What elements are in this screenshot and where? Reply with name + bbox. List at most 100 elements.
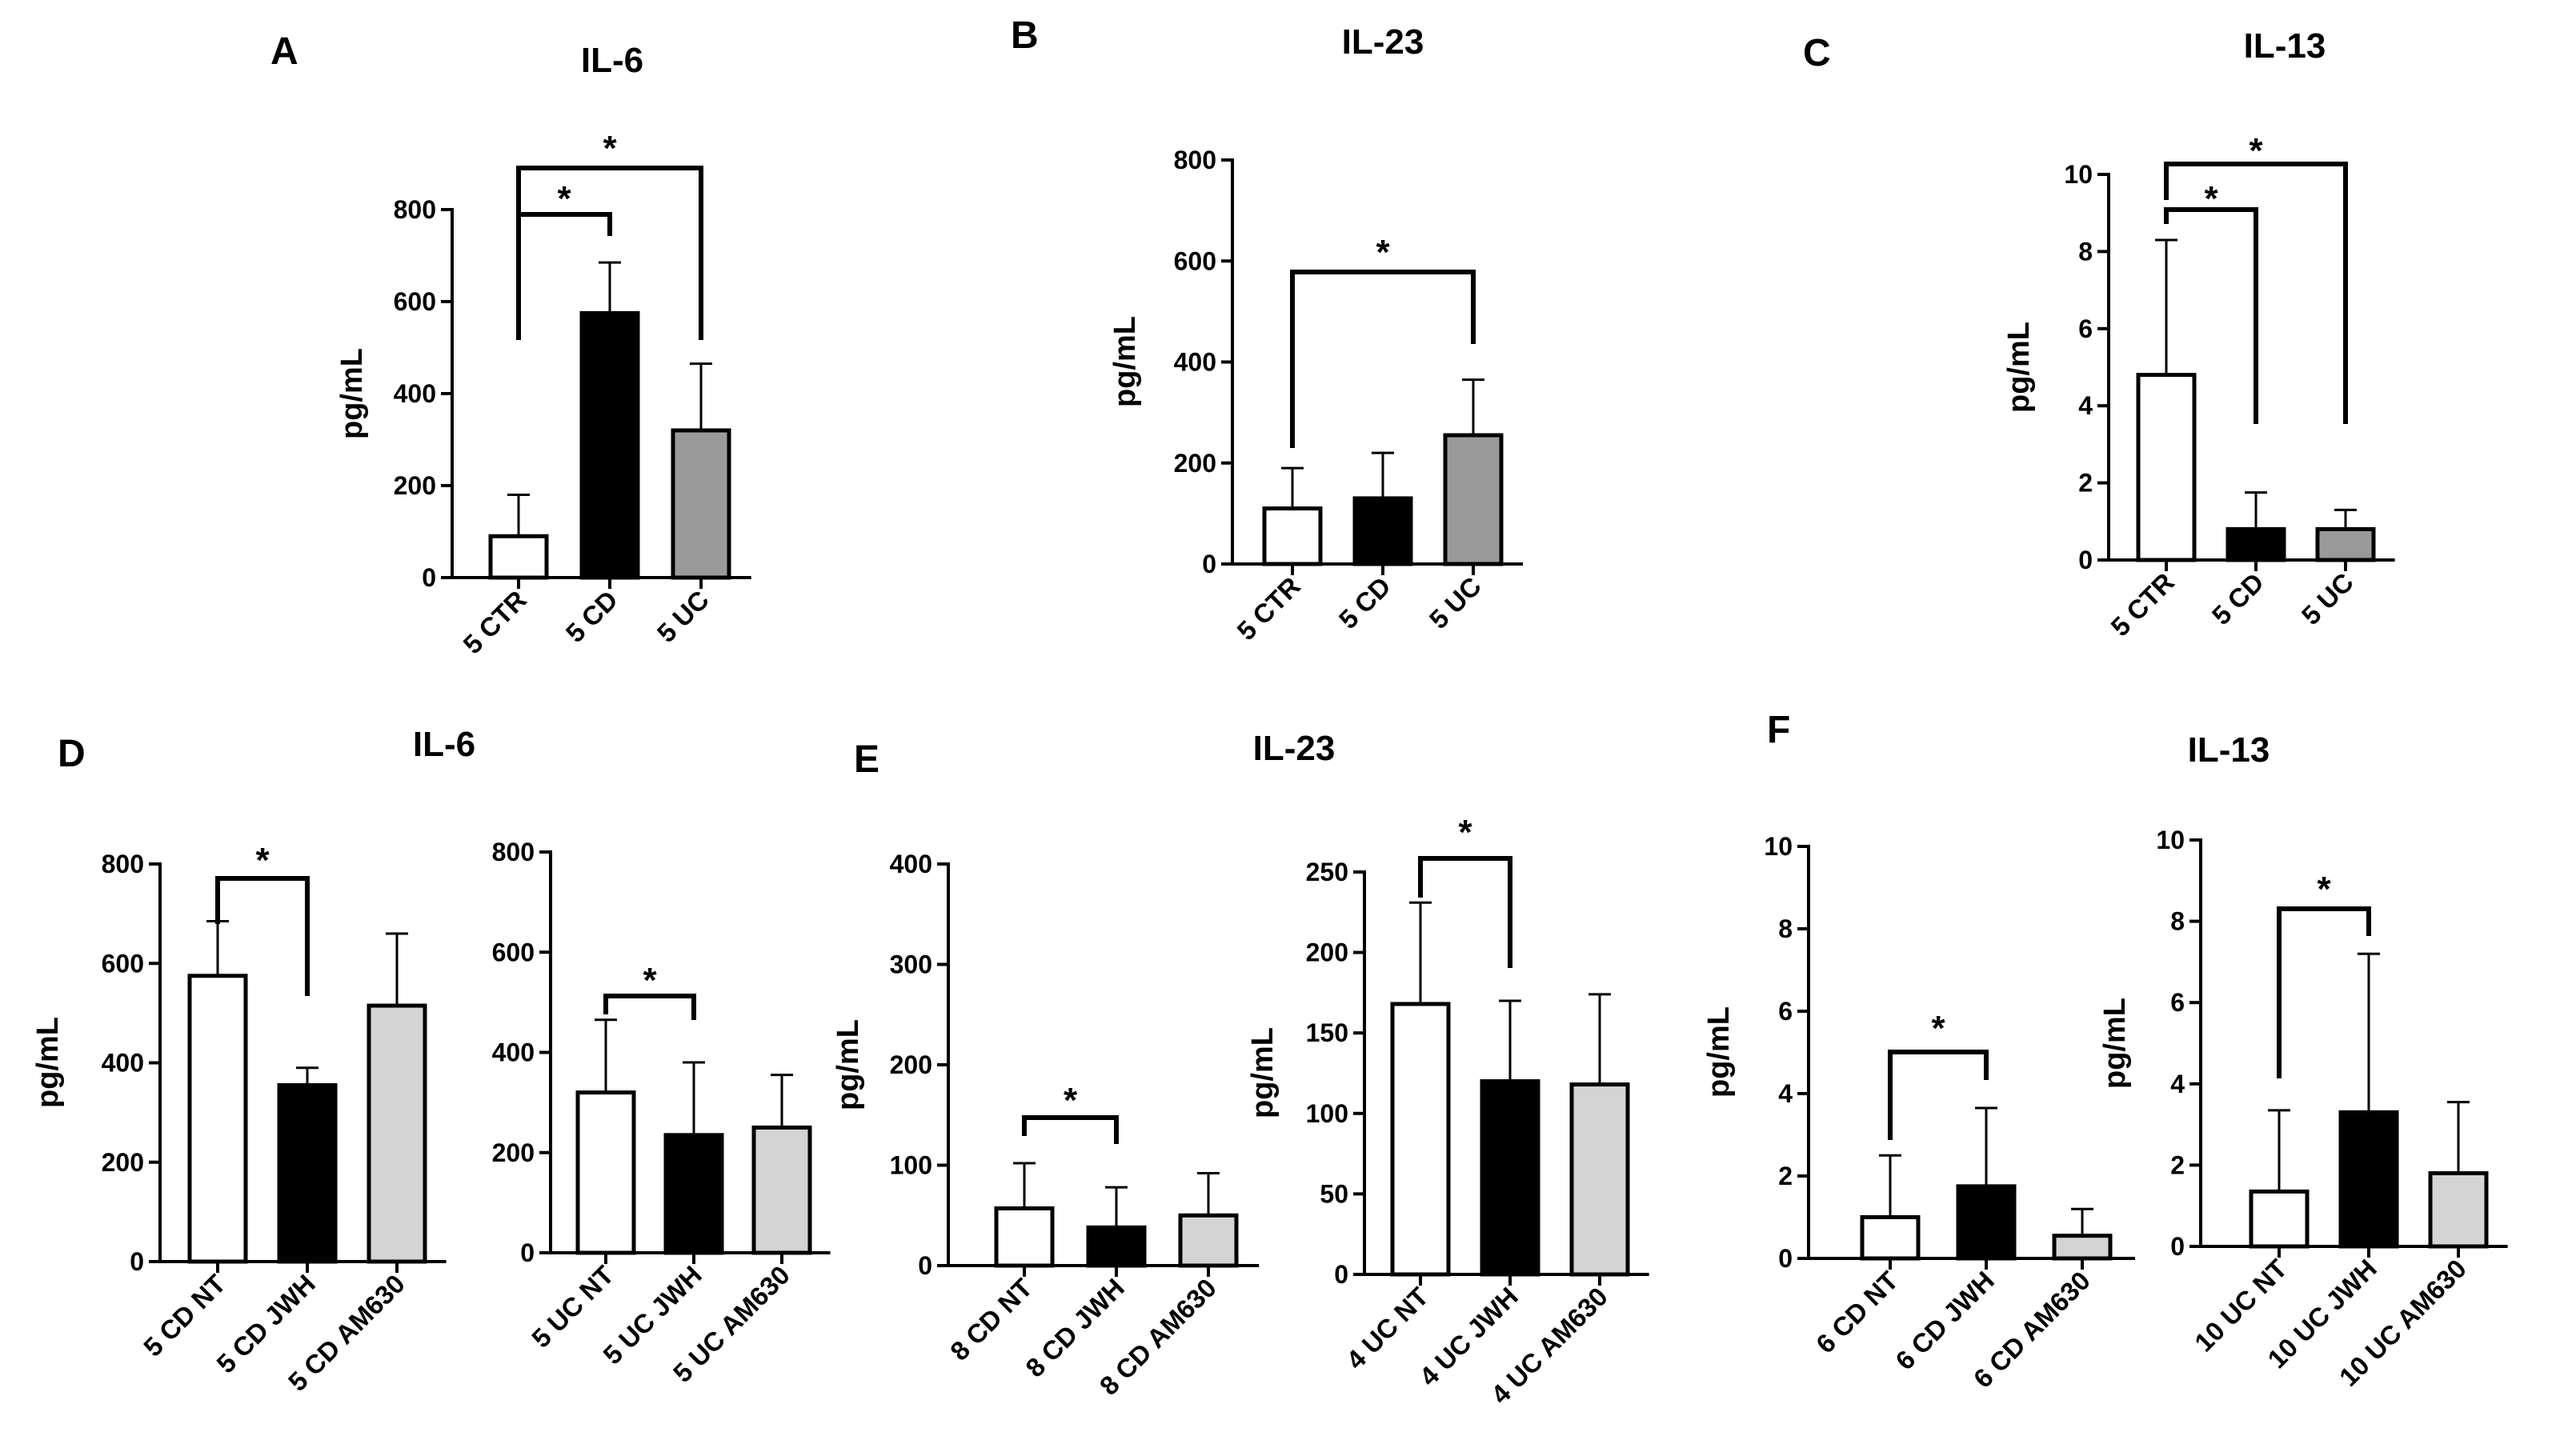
y-tick-label-e1-1: 100 xyxy=(890,1151,932,1180)
y-tick-label-b-0: 0 xyxy=(1202,550,1216,578)
y-tick-label-f1-1: 2 xyxy=(1778,1162,1793,1190)
y-axis-title-c: pg/mL xyxy=(2002,322,2036,413)
bar-b-0 xyxy=(1262,506,1323,566)
significance-bracket-d2-0 xyxy=(603,994,696,1020)
significance-star-f2-0: * xyxy=(2317,870,2331,909)
significance-bracket-c-0 xyxy=(2164,207,2258,424)
category-label-b-2: 5 UC xyxy=(1424,571,1487,634)
y-tick-label-d2-1: 200 xyxy=(492,1138,535,1167)
bar-e1-1 xyxy=(1086,1225,1147,1268)
bar-f2-0 xyxy=(2249,1189,2310,1249)
y-tick-label-e2-0: 0 xyxy=(1334,1260,1348,1289)
y-tick-label-a-1: 200 xyxy=(394,471,436,500)
bar-d2-1 xyxy=(663,1133,724,1255)
bar-c-2 xyxy=(2315,526,2376,562)
significance-bracket-f1-0 xyxy=(1888,1050,1989,1140)
y-tick-label-e2-1: 50 xyxy=(1320,1179,1348,1208)
bar-e2-2 xyxy=(1569,1082,1630,1277)
bar-e1-2 xyxy=(1178,1213,1239,1268)
y-tick-label-f1-2: 4 xyxy=(1778,1079,1793,1108)
significance-bracket-f2-0 xyxy=(2277,906,2371,1078)
y-tick-label-c-1: 2 xyxy=(2078,469,2093,498)
panel-label-e: E xyxy=(854,738,879,781)
panel-title-b: IL-23 xyxy=(1342,22,1424,62)
category-label-c-1: 5 CD xyxy=(2206,567,2270,630)
significance-bracket-a-1 xyxy=(516,166,703,340)
y-tick-label-f2-5: 10 xyxy=(2156,826,2185,854)
significance-star-d1-0: * xyxy=(255,841,270,880)
y-tick-label-d2-2: 400 xyxy=(492,1038,535,1067)
bar-d2-2 xyxy=(751,1125,812,1255)
y-tick-label-f1-3: 6 xyxy=(1778,997,1793,1026)
bar-b-1 xyxy=(1352,496,1413,566)
significance-star-c-0: * xyxy=(2204,179,2218,218)
y-tick-label-f2-0: 0 xyxy=(2170,1232,2185,1261)
bar-a-0 xyxy=(488,534,549,580)
y-tick-label-f1-0: 0 xyxy=(1778,1244,1793,1273)
y-tick-label-d2-0: 0 xyxy=(520,1238,535,1267)
y-tick-label-b-2: 400 xyxy=(1174,348,1216,377)
y-axis-title-e1: pg/mL xyxy=(831,1019,865,1110)
y-tick-label-e2-4: 200 xyxy=(1306,938,1348,967)
y-axis-title-d1: pg/mL xyxy=(31,1017,65,1108)
bar-b-2 xyxy=(1443,433,1504,566)
y-tick-label-c-4: 8 xyxy=(2078,237,2093,266)
y-axis-title-b: pg/mL xyxy=(1108,316,1142,407)
y-tick-label-e1-2: 200 xyxy=(890,1050,932,1079)
y-tick-label-a-4: 800 xyxy=(394,195,436,224)
bar-d1-1 xyxy=(277,1082,338,1264)
category-label-a-2: 5 UC xyxy=(651,585,715,648)
y-tick-label-b-4: 800 xyxy=(1174,146,1216,174)
panel-title-e: IL-23 xyxy=(1253,729,1336,768)
y-tick-label-e1-4: 400 xyxy=(890,850,932,878)
significance-bracket-d1-0 xyxy=(215,876,310,996)
bar-d1-2 xyxy=(367,1003,427,1264)
bar-c-1 xyxy=(2225,526,2286,562)
panel-label-c: C xyxy=(1803,32,1831,74)
panel-label-d: D xyxy=(58,733,86,775)
significance-star-b-0: * xyxy=(1376,233,1390,272)
y-tick-label-b-1: 200 xyxy=(1174,449,1216,478)
bar-e1-0 xyxy=(994,1206,1055,1268)
y-tick-label-b-3: 600 xyxy=(1174,246,1216,275)
y-tick-label-f1-4: 8 xyxy=(1778,914,1793,943)
category-label-d2-0: 5 UC NT xyxy=(526,1260,619,1354)
category-label-b-0: 5 CTR xyxy=(1231,571,1306,646)
bar-e2-1 xyxy=(1480,1079,1540,1277)
y-tick-label-d1-0: 0 xyxy=(130,1247,144,1276)
significance-star-a-1: * xyxy=(603,129,617,168)
y-tick-label-e2-3: 150 xyxy=(1306,1018,1348,1047)
significance-bracket-c-1 xyxy=(2164,162,2348,424)
y-tick-label-c-3: 6 xyxy=(2078,314,2093,343)
significance-star-d2-0: * xyxy=(643,961,657,1000)
y-tick-label-c-5: 10 xyxy=(2064,160,2093,189)
y-tick-label-d2-4: 800 xyxy=(492,838,535,866)
y-tick-label-c-0: 0 xyxy=(2078,546,2093,574)
category-label-a-0: 5 CTR xyxy=(457,585,532,660)
y-tick-label-d1-1: 200 xyxy=(102,1148,144,1177)
panel-title-d: IL-6 xyxy=(413,725,475,764)
bar-a-1 xyxy=(579,310,640,580)
y-tick-label-f2-1: 2 xyxy=(2170,1150,2185,1179)
y-tick-label-f2-3: 6 xyxy=(2170,988,2185,1017)
bar-f1-1 xyxy=(1956,1184,2017,1261)
panel-title-f: IL-13 xyxy=(2188,730,2270,770)
panel-label-f: F xyxy=(1767,709,1790,751)
category-label-b-1: 5 CD xyxy=(1333,571,1396,634)
y-tick-label-e1-0: 0 xyxy=(918,1251,932,1280)
category-label-e2-0: 4 UC NT xyxy=(1340,1282,1434,1375)
y-tick-label-d2-3: 600 xyxy=(492,938,535,966)
significance-star-e2-0: * xyxy=(1458,813,1472,852)
y-axis-title-f1: pg/mL xyxy=(1702,1006,1736,1098)
y-tick-label-a-3: 600 xyxy=(394,287,436,316)
significance-star-e1-0: * xyxy=(1064,1081,1078,1120)
category-label-c-2: 5 UC xyxy=(2296,567,2359,630)
y-tick-label-d1-3: 600 xyxy=(102,949,144,978)
category-label-e1-0: 8 CD NT xyxy=(944,1273,1038,1366)
panel-title-a: IL-6 xyxy=(581,41,643,80)
significance-bracket-e1-0 xyxy=(1022,1115,1119,1144)
y-tick-label-e2-2: 100 xyxy=(1306,1099,1348,1128)
significance-star-c-1: * xyxy=(2249,131,2263,170)
